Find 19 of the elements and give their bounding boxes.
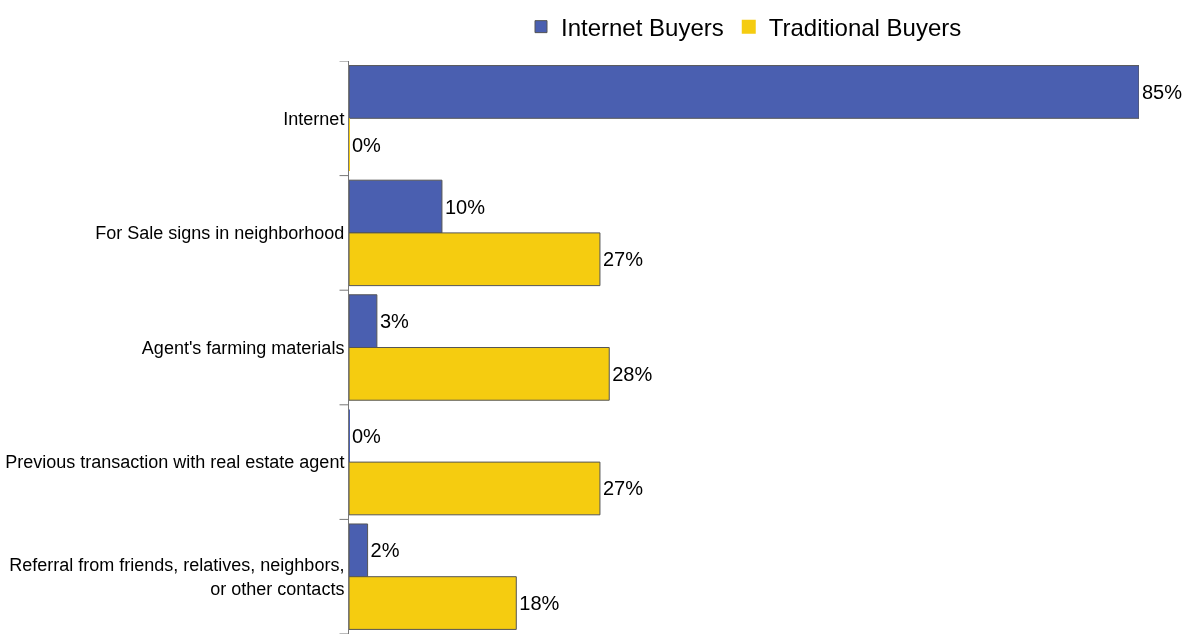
- y-tick-label: Agent's farming materials: [141, 337, 345, 358]
- data-label: 0%: [352, 424, 382, 447]
- data-label: 10%: [444, 195, 486, 218]
- legend-label: Traditional Buyers: [768, 14, 962, 41]
- data-label: 3%: [379, 310, 409, 333]
- data-label: 2%: [370, 539, 400, 562]
- data-label: 85%: [1142, 80, 1183, 103]
- data-label: 28%: [612, 362, 653, 385]
- y-tick-label: Referral from friends, relatives, neighbors, or other contacts: [9, 555, 345, 599]
- y-tick-label: Previous transaction with real estate agent: [5, 452, 345, 473]
- bar: [349, 65, 1139, 119]
- bar: [349, 461, 601, 516]
- y-tick-label: For Sale signs in neighborhood: [95, 223, 345, 244]
- data-label: 18%: [519, 592, 560, 615]
- data-label: 0%: [352, 133, 382, 156]
- data-label: 27%: [602, 477, 644, 500]
- y-tick-label: Internet: [283, 108, 345, 129]
- legend-label: Internet Buyers: [561, 14, 724, 41]
- data-label: 27%: [602, 248, 644, 271]
